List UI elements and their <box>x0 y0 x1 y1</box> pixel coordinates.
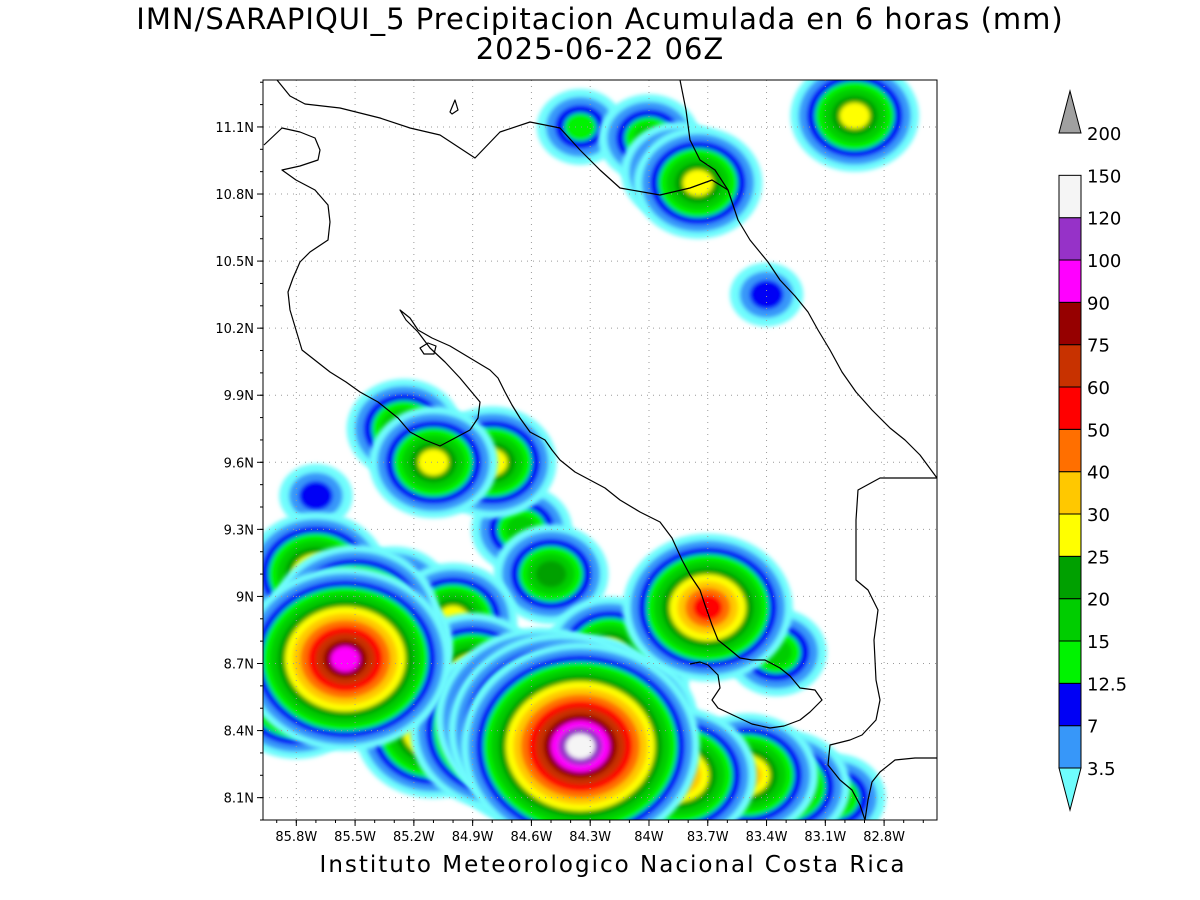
lat-tick-label: 10.8N <box>215 188 254 203</box>
lat-tick-label: 8.7N <box>224 658 254 673</box>
precip-cell <box>633 126 763 239</box>
precip-contour <box>693 594 723 621</box>
colorbar-label: 15 <box>1087 632 1110 653</box>
lake-island-outline <box>449 99 459 115</box>
colorbar-legend: 3.5 7 12.5 15 20 25 30 40 50 60 75 90 100 120 150 200 <box>1058 89 1127 812</box>
colorbar-label: 12.5 <box>1087 674 1127 695</box>
colorbar-bin <box>1058 174 1082 219</box>
lon-tick-label: 85.5W <box>334 830 376 845</box>
institution-credit: Instituto Meteorologico Nacional Costa R… <box>319 852 907 878</box>
colorbar-label: 120 <box>1087 209 1121 230</box>
map-axes: 85.8W 85.5W 85.2W 84.9W 84.6W 84.3W 84W 83.7W 83… <box>215 81 924 845</box>
map-frame <box>262 79 938 821</box>
precip-cell <box>263 567 452 752</box>
gulf-of-nicoya-island <box>419 342 437 355</box>
panama-pacific-coast <box>864 757 937 820</box>
lat-tick-label: 10.2N <box>215 322 254 337</box>
precip-cell <box>460 642 700 820</box>
costa-rica-panama-border <box>827 477 937 820</box>
lon-tick-label: 84.9W <box>452 830 494 845</box>
colorbar-label: 7 <box>1087 717 1098 738</box>
costa-rica-caribbean-coast <box>679 80 937 479</box>
colorbar-bin <box>1058 301 1082 346</box>
nicaragua-costa-rica-border <box>276 80 729 196</box>
colorbar-bin <box>1058 555 1082 600</box>
colorbar-bin <box>1058 640 1082 684</box>
colorbar-label: 30 <box>1087 505 1110 526</box>
precip-contour <box>330 646 360 672</box>
colorbar-label: 75 <box>1087 336 1110 357</box>
precip-cell <box>493 524 609 625</box>
precip-contour <box>299 481 333 511</box>
colorbar-bin <box>1058 89 1082 134</box>
lon-tick-label: 84.6W <box>511 830 553 845</box>
precipitation-field <box>263 80 920 820</box>
colorbar-label: 60 <box>1087 378 1110 399</box>
colorbar-label: 100 <box>1087 251 1121 272</box>
colorbar-bin <box>1058 259 1082 303</box>
colorbar-bin <box>1058 386 1082 430</box>
map-title: IMN/SARAPIQUI_5 Precipitacion Acumulada … <box>136 2 1064 36</box>
colorbar-bin <box>1058 598 1082 642</box>
precip-cell <box>279 463 353 528</box>
lon-tick-label: 84W <box>634 830 664 845</box>
precip-contour <box>749 279 784 310</box>
colorbar-label: 25 <box>1087 547 1110 568</box>
coastlines <box>263 80 937 820</box>
colorbar-bin <box>1058 428 1082 473</box>
lat-tick-label: 9.9N <box>224 389 254 404</box>
precip-cell <box>790 80 920 172</box>
lat-tick-label: 11.1N <box>215 121 254 136</box>
lat-tick-label: 8.4N <box>224 725 254 740</box>
colorbar-bin <box>1058 513 1082 557</box>
precip-contour <box>565 733 595 759</box>
precip-contour <box>682 169 714 196</box>
colorbar-bin <box>1058 682 1082 727</box>
precip-contour <box>418 449 449 476</box>
lon-tick-label: 84.3W <box>569 830 611 845</box>
lat-tick-label: 9.6N <box>224 456 254 471</box>
colorbar-label: 90 <box>1087 293 1110 314</box>
precip-cell <box>729 262 804 327</box>
colorbar-label: 3.5 <box>1087 759 1116 780</box>
lon-tick-label: 82.8W <box>863 830 905 845</box>
colorbar-bin <box>1058 767 1082 812</box>
lat-lon-grid <box>263 80 937 820</box>
precip-cell <box>622 533 793 682</box>
colorbar-label: 150 <box>1087 166 1121 187</box>
map-valid-time: 2025-06-22 06Z <box>475 32 725 66</box>
lat-tick-label: 10.5N <box>215 255 254 270</box>
lon-tick-label: 83.4W <box>746 830 788 845</box>
lat-tick-label: 9.3N <box>224 523 254 538</box>
colorbar-label: 50 <box>1087 420 1110 441</box>
lat-tick-label: 8.1N <box>224 792 254 807</box>
colorbar-bin <box>1058 725 1082 769</box>
colorbar-bin <box>1058 471 1082 515</box>
colorbar-label: 200 <box>1087 124 1121 145</box>
lon-tick-label: 85.2W <box>393 830 435 845</box>
nicaragua-pacific-coast <box>263 127 823 729</box>
lon-tick-label: 83.1W <box>804 830 846 845</box>
colorbar-label: 20 <box>1087 590 1110 611</box>
colorbar-bin <box>1058 217 1082 261</box>
lat-tick-label: 9N <box>236 590 254 605</box>
precip-cell <box>369 406 498 519</box>
colorbar-label: 40 <box>1087 463 1110 484</box>
colorbar-bin <box>1058 344 1082 388</box>
lon-tick-label: 85.8W <box>275 830 317 845</box>
precip-contour <box>839 102 870 129</box>
precip-contour <box>564 112 597 141</box>
precip-contour <box>535 560 567 588</box>
lon-tick-label: 83.7W <box>687 830 729 845</box>
